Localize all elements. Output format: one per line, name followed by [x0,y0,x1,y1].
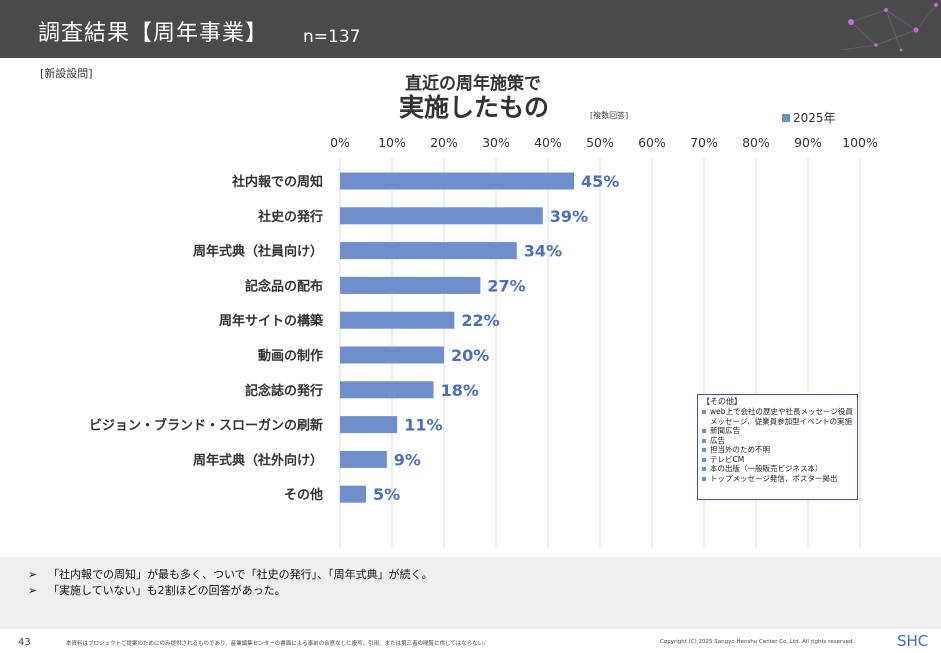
bar [340,450,387,468]
confidentiality-note: 本資料はプロジェクトご提案のためにのみ提供されるものであり、産業編集センターの書… [66,641,489,647]
data-label: 22% [461,311,499,330]
bar-chart: 0% 10% 20% 30% 40% 50% 60% 70% 80% 90% 100% 社内報での周知… [89,135,878,548]
bar [340,172,574,190]
bar [340,242,517,260]
other-answers-box: 【その他】 web上で会社の歴史や社長メッセージ役員メッセージ、従業員参加型イベ… [697,394,858,500]
bar [340,276,481,294]
data-label: 11% [404,416,442,435]
data-label: 45% [581,172,619,191]
tick-label: 50% [586,135,614,150]
tick-label: 30% [482,135,510,150]
tick-label: 0% [330,135,350,150]
category-label: 記念品の配布 [245,278,323,294]
bar [340,207,543,225]
other-item: 本の出版（一般販売ビジネス本） [702,464,853,474]
data-label: 9% [394,450,421,469]
bar [340,485,366,503]
tick-label: 70% [690,135,718,150]
category-label: 記念誌の発行 [245,383,323,399]
legend-swatch [782,113,790,122]
category-label: 動画の制作 [258,348,323,364]
data-label: 5% [373,485,400,504]
other-item: テレビCM [702,455,853,465]
legend: 2025年 [782,109,836,126]
category-label: 社内報での周知 [231,174,323,190]
category-label: 周年式典（社外向け） [193,452,323,468]
other-item: 広告 [702,436,853,446]
new-question-tag: [新設設問] [40,67,93,80]
category-label: 周年式典（社員向け） [193,244,323,260]
tick-label: 100% [842,135,878,150]
summary-text: 「実施していない」も2割ほどの回答があった。 [48,584,286,597]
data-label: 34% [524,242,562,261]
company-logo: SHC [897,632,929,650]
data-label: 20% [451,346,489,365]
copyright: Copyright (C) 2025 Sangyo Henshu Center … [660,639,855,645]
multiple-answer-note: [複数回答] [590,111,629,120]
chart-title-line2: 実施したもの [399,93,550,122]
header-bar: 調査結果【周年事業】 n=137 [0,0,941,58]
sample-size: n=137 [303,27,361,47]
summary-panel: ➢ 「社内報での周知」が最も多く、ついで「社史の発行」、「周年式典」が続く。 ➢ 「… [0,557,941,629]
other-box-title: 【その他】 [702,397,742,406]
summary-line: ➢ 「社内報での周知」が最も多く、ついで「社史の発行」、「周年式典」が続く。 [28,566,433,582]
category-label: ビジョン・ブランド・スローガンの刷新 [89,418,323,434]
summary-line: ➢ 「実施していない」も2割ほどの回答があった。 [28,582,286,598]
category-label: その他 [284,487,323,503]
network-decoration-icon [840,3,938,52]
other-item: トップメッセージ発信、ポスター掲出 [702,474,853,484]
tick-label: 10% [378,135,406,150]
bar [340,346,444,364]
arrow-icon: ➢ [28,568,38,581]
data-label: 27% [487,276,525,295]
tick-label: 60% [638,135,666,150]
bar [340,311,455,329]
data-label: 18% [441,381,479,400]
summary-text: 「社内報での周知」が最も多く、ついで「社史の発行」、「周年式典」が続く。 [48,568,433,581]
arrow-icon: ➢ [28,584,38,597]
tick-label: 20% [430,135,458,150]
other-item: 担当外のため不明 [702,445,853,455]
tick-label: 90% [794,135,822,150]
category-label: 周年サイトの構築 [219,313,324,329]
other-item: web上で会社の歴史や社長メッセージ役員メッセージ、従業員参加型イベントの実施 [702,407,853,426]
chart-title-line1: 直近の周年施策で [405,74,541,94]
page-number: 43 [18,637,31,648]
legend-label: 2025年 [793,111,836,125]
category-label: 社史の発行 [257,209,323,225]
page-title: 調査結果【周年事業】 [38,21,269,46]
tick-label: 40% [534,135,562,150]
bar [340,381,434,399]
other-item: 新聞広告 [702,426,853,436]
data-label: 39% [550,207,588,226]
bar [340,416,398,434]
tick-label: 80% [742,135,770,150]
